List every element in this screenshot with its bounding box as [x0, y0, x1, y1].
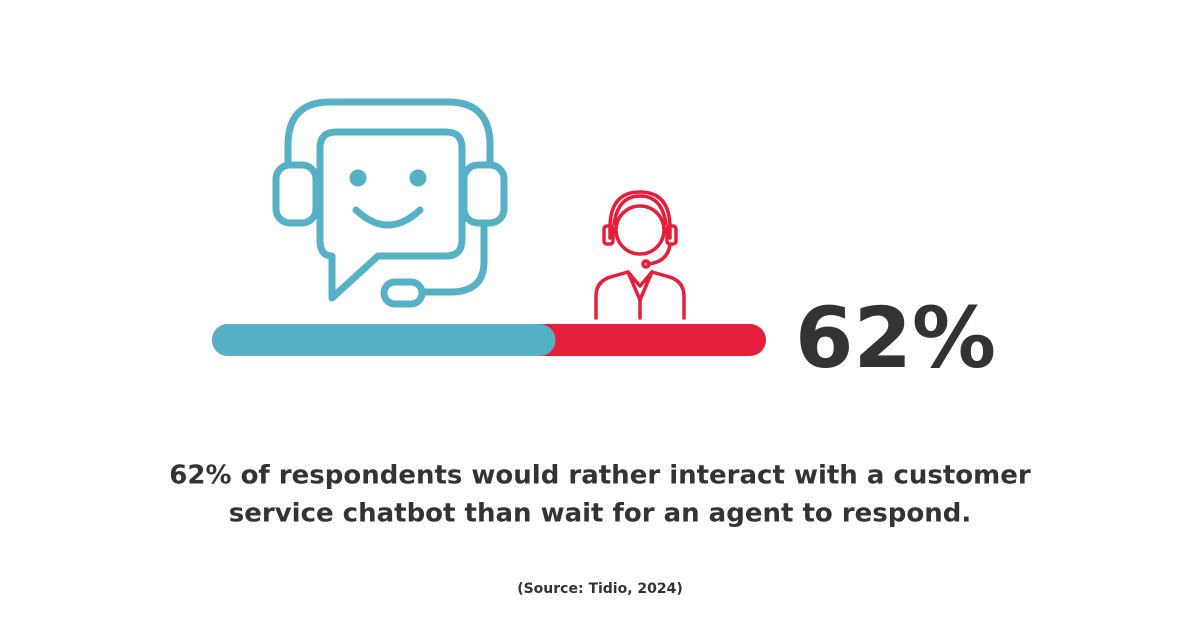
chatbot-icon: [272, 98, 508, 308]
agent-icon: [594, 190, 686, 320]
description: 62% of respondents would rather interact…: [169, 461, 1031, 491]
value-label: 62%: [795, 289, 996, 387]
source: (Source: Tidio, 2024): [517, 581, 683, 597]
description: service chatbot than wait for an agent t…: [229, 499, 971, 529]
bar: [212, 324, 556, 356]
